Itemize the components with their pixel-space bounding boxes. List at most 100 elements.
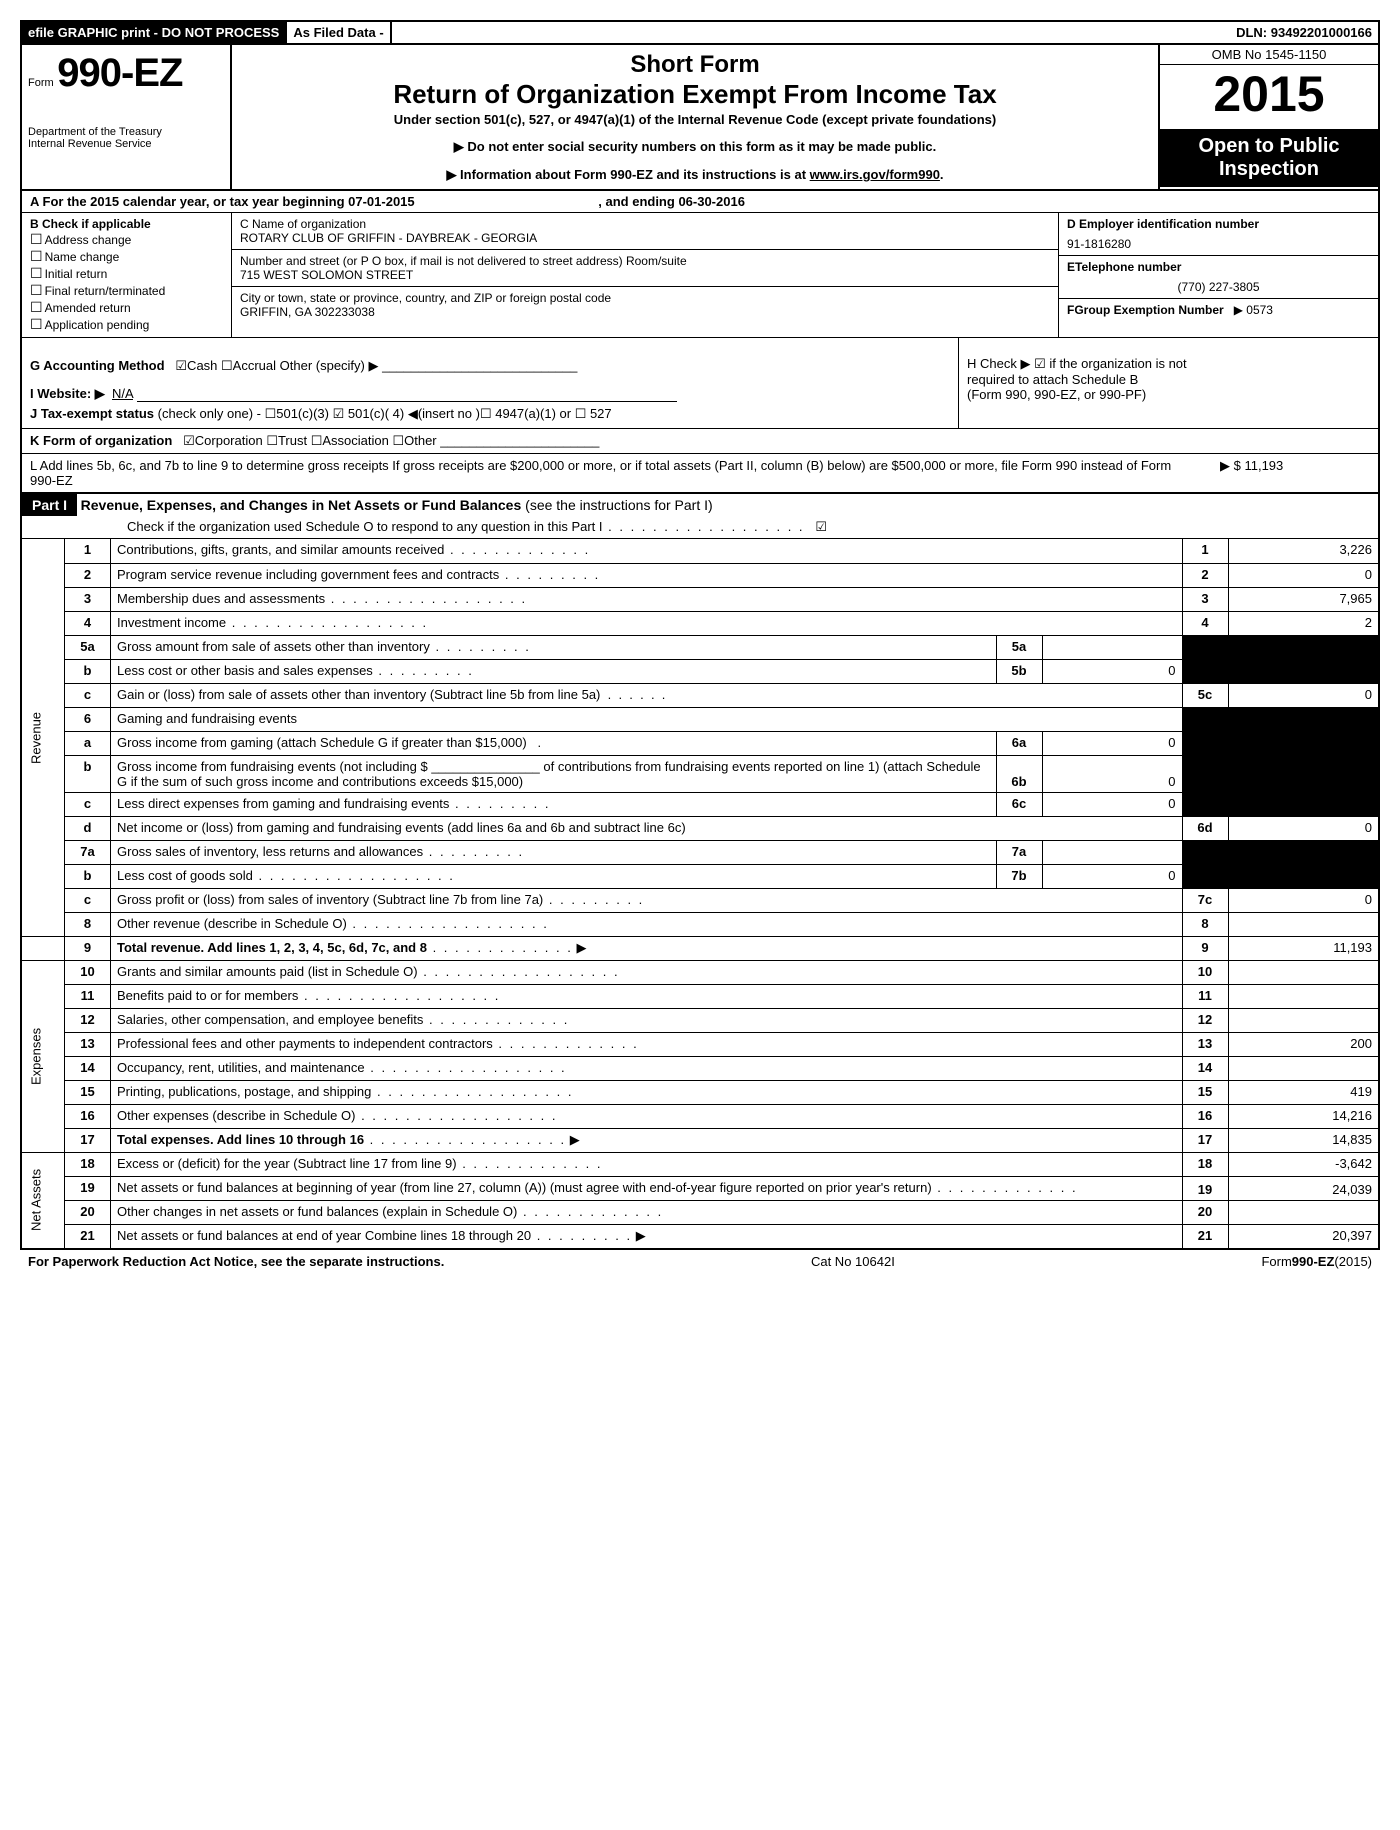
org-street: 715 WEST SOLOMON STREET bbox=[240, 268, 1050, 282]
box-l-val: 11,193 bbox=[1244, 458, 1283, 473]
title-cell: Short Form Return of Organization Exempt… bbox=[232, 45, 1158, 189]
val-15: 419 bbox=[1228, 1080, 1378, 1104]
omb-number: OMB No 1545-1150 bbox=[1160, 45, 1378, 65]
year-cell: OMB No 1545-1150 2015 Open to Public Ins… bbox=[1158, 45, 1378, 189]
org-name: ROTARY CLUB OF GRIFFIN - DAYBREAK - GEOR… bbox=[240, 231, 1050, 245]
ghij-left: G Accounting Method ☑Cash ☐Accrual Other… bbox=[22, 338, 958, 428]
val-6d: 0 bbox=[1228, 816, 1378, 840]
group-exemption: 0573 bbox=[1246, 303, 1273, 317]
row-a-mid: , and ending bbox=[598, 194, 678, 209]
side-revenue: Revenue bbox=[22, 539, 65, 936]
box-d-label: D Employer identification number bbox=[1067, 217, 1370, 231]
page-footer: For Paperwork Reduction Act Notice, see … bbox=[20, 1250, 1380, 1273]
org-city: GRIFFIN, GA 302233038 bbox=[240, 305, 1050, 319]
side-expenses: Expenses bbox=[22, 960, 65, 1152]
box-g-label: G Accounting Method bbox=[30, 358, 165, 373]
box-g-opts: ☑Cash ☐Accrual Other (specify) ▶ bbox=[175, 358, 378, 373]
val-1: 3,226 bbox=[1228, 539, 1378, 563]
topbar: efile GRAPHIC print - DO NOT PROCESS As … bbox=[22, 22, 1378, 45]
box-h: H Check ▶ ☑ if the organization is not r… bbox=[958, 338, 1378, 428]
box-f-label: FGroup Exemption Number bbox=[1067, 303, 1224, 317]
val-13: 200 bbox=[1228, 1032, 1378, 1056]
box-k: K Form of organization ☑Corporation ☐Tru… bbox=[22, 429, 1378, 454]
cb-app-pending[interactable] bbox=[30, 318, 45, 332]
footer-left: For Paperwork Reduction Act Notice, see … bbox=[28, 1254, 444, 1269]
val-12 bbox=[1228, 1008, 1378, 1032]
val-2: 0 bbox=[1228, 563, 1378, 587]
box-k-opts: ☑Corporation ☐Trust ☐Association ☐Other bbox=[183, 433, 437, 448]
box-j-opts: (check only one) - ☐501(c)(3) ☑ 501(c)( … bbox=[158, 406, 612, 421]
val-20 bbox=[1228, 1200, 1378, 1224]
cb-amended[interactable] bbox=[30, 301, 45, 315]
row-a-taxyear: A For the 2015 calendar year, or tax yea… bbox=[22, 191, 1378, 213]
box-g: G Accounting Method ☑Cash ☐Accrual Other… bbox=[30, 342, 950, 376]
box-b: B Check if applicable Address change Nam… bbox=[22, 213, 232, 337]
val-6a: 0 bbox=[1042, 731, 1182, 755]
part1-check-line: Check if the organization used Schedule … bbox=[22, 516, 1378, 538]
part1-check[interactable]: ☑ bbox=[815, 519, 827, 534]
title-return: Return of Organization Exempt From Incom… bbox=[242, 79, 1148, 110]
dept-treasury: Department of the Treasury bbox=[28, 96, 224, 138]
row-a-begin: 07-01-2015 bbox=[348, 194, 415, 209]
cb-name-change[interactable] bbox=[30, 250, 45, 264]
box-c: C Name of organization ROTARY CLUB OF GR… bbox=[232, 213, 1058, 337]
ein: 91-1816280 bbox=[1067, 231, 1370, 251]
row-a-pre: A For the 2015 calendar year, or tax yea… bbox=[30, 194, 348, 209]
section-ghij: G Accounting Method ☑Cash ☐Accrual Other… bbox=[22, 338, 1378, 429]
cb-initial-return[interactable] bbox=[30, 267, 45, 281]
val-14 bbox=[1228, 1056, 1378, 1080]
box-h-1: H Check ▶ ☑ if the organization is not bbox=[967, 356, 1370, 372]
as-filed: As Filed Data - bbox=[287, 22, 391, 43]
val-7b: 0 bbox=[1042, 864, 1182, 888]
section-bcdef: B Check if applicable Address change Nam… bbox=[22, 213, 1378, 338]
box-c-name-label: C Name of organization bbox=[240, 217, 1050, 231]
cb-final-return[interactable] bbox=[30, 284, 45, 298]
title-short-form: Short Form bbox=[242, 51, 1148, 79]
form-label: Form bbox=[28, 77, 54, 89]
box-j-label: J Tax-exempt status bbox=[30, 406, 154, 421]
val-17: 14,835 bbox=[1228, 1128, 1378, 1152]
part1-table: Revenue 1 Contributions, gifts, grants, … bbox=[22, 539, 1378, 1248]
box-l-text: L Add lines 5b, 6c, and 7b to line 9 to … bbox=[30, 458, 1190, 488]
box-b-title: B Check if applicable bbox=[30, 217, 223, 231]
box-c-city: City or town, state or province, country… bbox=[232, 287, 1058, 323]
val-10 bbox=[1228, 960, 1378, 984]
instr-pre: Information about Form 990-EZ and its in… bbox=[460, 167, 810, 182]
box-c-city-label: City or town, state or province, country… bbox=[240, 291, 1050, 305]
arrow-icon: ▶ bbox=[1234, 303, 1243, 317]
cb-address-change[interactable] bbox=[30, 233, 45, 247]
footer-right: Form990-EZ(2015) bbox=[1261, 1254, 1372, 1269]
tax-year: 2015 bbox=[1160, 65, 1378, 129]
row-a-end: 06-30-2016 bbox=[678, 194, 745, 209]
val-19: 24,039 bbox=[1228, 1176, 1378, 1200]
val-7a bbox=[1042, 840, 1182, 864]
box-i: I Website: ▶ N/A bbox=[30, 376, 950, 404]
box-i-label: I Website: ▶ bbox=[30, 386, 105, 401]
dln-value: 93492201000166 bbox=[1271, 25, 1372, 40]
dln: DLN: 93492201000166 bbox=[1230, 22, 1378, 43]
val-18: -3,642 bbox=[1228, 1152, 1378, 1176]
box-l-arrow: ▶ $ bbox=[1220, 458, 1241, 473]
irs-link[interactable]: www.irs.gov/form990 bbox=[810, 167, 940, 182]
subtitle: Under section 501(c), 527, or 4947(a)(1)… bbox=[242, 112, 1148, 127]
val-6c: 0 bbox=[1042, 792, 1182, 816]
form-page: efile GRAPHIC print - DO NOT PROCESS As … bbox=[20, 20, 1380, 1250]
website: N/A bbox=[112, 386, 133, 401]
box-f: FGroup Exemption Number ▶ 0573 bbox=[1059, 299, 1378, 321]
form-header: Form 990-EZ Department of the Treasury I… bbox=[22, 45, 1378, 191]
val-21: 20,397 bbox=[1228, 1224, 1378, 1248]
footer-cat: Cat No 10642I bbox=[811, 1254, 895, 1269]
open-public: Open to Public Inspection bbox=[1160, 129, 1378, 187]
open-public-2: Inspection bbox=[1164, 158, 1374, 181]
box-def: D Employer identification number 91-1816… bbox=[1058, 213, 1378, 337]
box-c-street-label: Number and street (or P O box, if mail i… bbox=[240, 254, 1050, 268]
val-16: 14,216 bbox=[1228, 1104, 1378, 1128]
telephone: (770) 227-3805 bbox=[1067, 274, 1370, 294]
val-8 bbox=[1228, 912, 1378, 936]
part1-label: Part I bbox=[22, 494, 77, 516]
irs-label: Internal Revenue Service bbox=[28, 138, 224, 150]
open-public-1: Open to Public bbox=[1164, 135, 1374, 158]
box-j: J Tax-exempt status (check only one) - ☐… bbox=[30, 404, 950, 424]
box-l: L Add lines 5b, 6c, and 7b to line 9 to … bbox=[22, 454, 1378, 494]
box-h-2: required to attach Schedule B bbox=[967, 372, 1370, 387]
